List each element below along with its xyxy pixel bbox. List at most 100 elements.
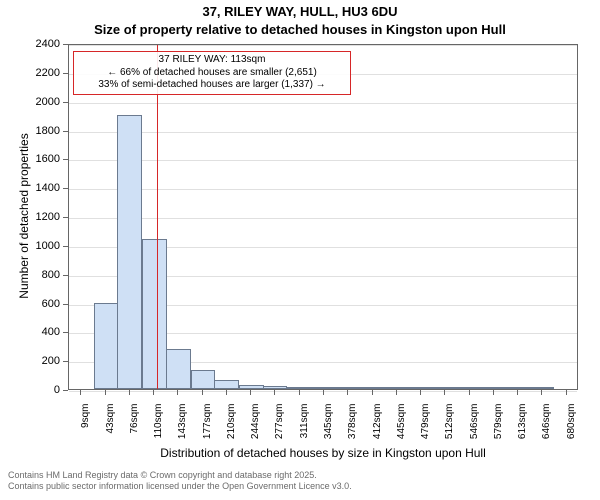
x-tick-label: 110sqm bbox=[153, 404, 164, 454]
x-tick-label: 143sqm bbox=[177, 404, 188, 454]
y-tick-mark bbox=[63, 188, 68, 189]
x-tick-mark bbox=[396, 390, 397, 395]
y-tick-label: 1800 bbox=[0, 125, 60, 137]
annotation-line1: 37 RILEY WAY: 113sqm bbox=[78, 54, 346, 67]
x-tick-mark bbox=[250, 390, 251, 395]
x-tick-mark bbox=[493, 390, 494, 395]
histogram-bar bbox=[263, 386, 288, 389]
histogram-bar bbox=[312, 387, 337, 389]
y-tick-mark bbox=[63, 44, 68, 45]
x-tick-label: 177sqm bbox=[202, 404, 213, 454]
gridline-h bbox=[69, 132, 577, 133]
histogram-bar bbox=[530, 387, 555, 389]
y-tick-mark bbox=[63, 102, 68, 103]
x-tick-label: 579sqm bbox=[493, 404, 504, 454]
y-tick-mark bbox=[63, 131, 68, 132]
x-tick-mark bbox=[517, 390, 518, 395]
histogram-bar bbox=[384, 387, 409, 389]
x-tick-label: 479sqm bbox=[420, 404, 431, 454]
y-tick-mark bbox=[63, 246, 68, 247]
histogram-bar bbox=[506, 387, 531, 389]
x-tick-label: 412sqm bbox=[372, 404, 383, 454]
x-tick-mark bbox=[469, 390, 470, 395]
chart-container: 37, RILEY WAY, HULL, HU3 6DU Size of pro… bbox=[0, 0, 600, 500]
y-tick-mark bbox=[63, 217, 68, 218]
x-tick-mark bbox=[347, 390, 348, 395]
y-tick-label: 800 bbox=[0, 269, 60, 281]
histogram-bar bbox=[361, 387, 386, 389]
y-tick-label: 1600 bbox=[0, 153, 60, 165]
histogram-bar bbox=[433, 387, 458, 389]
histogram-bar bbox=[239, 385, 264, 389]
footer-line2: Contains public sector information licen… bbox=[8, 481, 352, 492]
histogram-bar bbox=[481, 387, 506, 389]
x-tick-label: 311sqm bbox=[299, 404, 310, 454]
x-tick-mark bbox=[80, 390, 81, 395]
x-tick-mark bbox=[420, 390, 421, 395]
x-tick-label: 277sqm bbox=[274, 404, 285, 454]
y-tick-label: 1000 bbox=[0, 240, 60, 252]
y-tick-label: 200 bbox=[0, 355, 60, 367]
plot-area: 37 RILEY WAY: 113sqm← 66% of detached ho… bbox=[68, 44, 578, 390]
histogram-bar bbox=[214, 380, 239, 389]
x-tick-label: 210sqm bbox=[226, 404, 237, 454]
gridline-h bbox=[69, 218, 577, 219]
annotation-box: 37 RILEY WAY: 113sqm← 66% of detached ho… bbox=[73, 51, 351, 95]
x-tick-label: 646sqm bbox=[541, 404, 552, 454]
x-tick-mark bbox=[202, 390, 203, 395]
y-tick-mark bbox=[63, 390, 68, 391]
x-tick-label: 43sqm bbox=[105, 404, 116, 454]
histogram-bar bbox=[336, 387, 361, 389]
x-tick-mark bbox=[226, 390, 227, 395]
x-tick-label: 345sqm bbox=[323, 404, 334, 454]
histogram-bar bbox=[457, 387, 482, 389]
y-tick-mark bbox=[63, 332, 68, 333]
annotation-line2: ← 66% of detached houses are smaller (2,… bbox=[78, 67, 346, 80]
x-tick-mark bbox=[444, 390, 445, 395]
x-tick-mark bbox=[372, 390, 373, 395]
attribution-footer: Contains HM Land Registry data © Crown c… bbox=[8, 470, 352, 493]
x-tick-label: 244sqm bbox=[250, 404, 261, 454]
y-tick-label: 2000 bbox=[0, 96, 60, 108]
x-tick-label: 378sqm bbox=[347, 404, 358, 454]
x-tick-mark bbox=[274, 390, 275, 395]
chart-title-line1: 37, RILEY WAY, HULL, HU3 6DU bbox=[0, 4, 600, 19]
histogram-bar bbox=[409, 387, 434, 389]
x-tick-mark bbox=[153, 390, 154, 395]
y-tick-mark bbox=[63, 159, 68, 160]
x-tick-label: 9sqm bbox=[80, 404, 91, 454]
histogram-bar bbox=[166, 349, 191, 389]
footer-line1: Contains HM Land Registry data © Crown c… bbox=[8, 470, 352, 481]
y-tick-label: 2200 bbox=[0, 67, 60, 79]
x-tick-label: 680sqm bbox=[566, 404, 577, 454]
y-tick-mark bbox=[63, 304, 68, 305]
histogram-bar bbox=[117, 115, 142, 389]
gridline-h bbox=[69, 160, 577, 161]
chart-title-line2: Size of property relative to detached ho… bbox=[0, 22, 600, 37]
gridline-h bbox=[69, 103, 577, 104]
x-tick-label: 76sqm bbox=[129, 404, 140, 454]
x-tick-mark bbox=[566, 390, 567, 395]
histogram-bar bbox=[142, 239, 167, 389]
y-tick-label: 1400 bbox=[0, 182, 60, 194]
x-tick-mark bbox=[299, 390, 300, 395]
y-tick-label: 600 bbox=[0, 298, 60, 310]
y-tick-mark bbox=[63, 361, 68, 362]
y-tick-label: 400 bbox=[0, 326, 60, 338]
x-tick-label: 613sqm bbox=[517, 404, 528, 454]
x-tick-label: 512sqm bbox=[444, 404, 455, 454]
subject-property-marker bbox=[157, 45, 158, 389]
x-tick-label: 445sqm bbox=[396, 404, 407, 454]
x-tick-mark bbox=[105, 390, 106, 395]
y-tick-label: 0 bbox=[0, 384, 60, 396]
histogram-bar bbox=[94, 303, 119, 390]
x-tick-mark bbox=[177, 390, 178, 395]
x-tick-mark bbox=[541, 390, 542, 395]
y-tick-label: 1200 bbox=[0, 211, 60, 223]
y-tick-mark bbox=[63, 73, 68, 74]
gridline-h bbox=[69, 45, 577, 46]
annotation-line3: 33% of semi-detached houses are larger (… bbox=[78, 79, 346, 92]
histogram-bar bbox=[191, 370, 216, 389]
histogram-bar bbox=[287, 387, 312, 389]
x-tick-mark bbox=[129, 390, 130, 395]
